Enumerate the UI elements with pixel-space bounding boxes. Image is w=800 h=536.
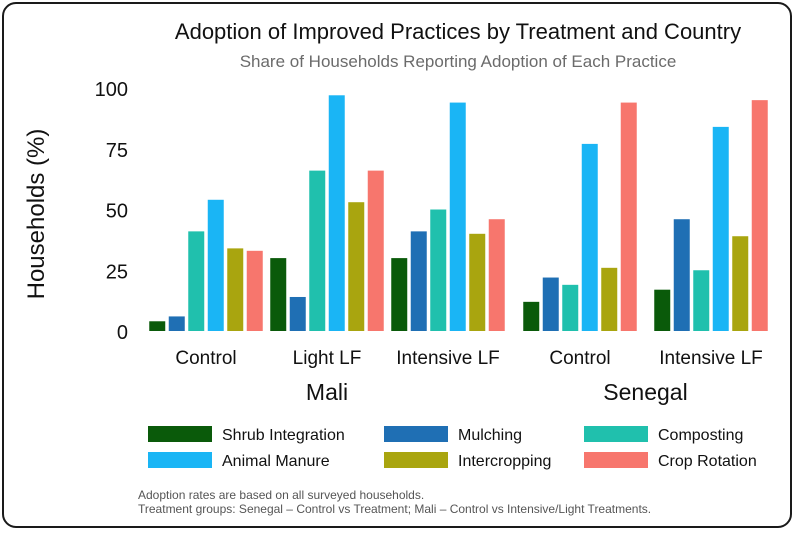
y-tick-label: 0 bbox=[117, 322, 128, 344]
y-tick-label: 25 bbox=[106, 261, 128, 283]
legend-swatch bbox=[148, 452, 212, 468]
bar bbox=[430, 209, 447, 331]
bar bbox=[601, 267, 618, 331]
bar bbox=[449, 102, 466, 331]
legend-label: Crop Rotation bbox=[658, 453, 757, 470]
bar bbox=[149, 321, 166, 331]
legend-label: Mulching bbox=[458, 427, 522, 444]
bar bbox=[732, 236, 749, 331]
country-labels: Mali Senegal bbox=[306, 379, 688, 405]
bar bbox=[581, 143, 598, 331]
footnote-1: Adoption rates are based on all surveyed… bbox=[138, 488, 424, 502]
bar bbox=[391, 258, 408, 331]
country-label: Mali bbox=[306, 379, 348, 405]
country-label: Senegal bbox=[603, 379, 687, 405]
legend-label: Shrub Integration bbox=[222, 427, 345, 444]
bar bbox=[712, 126, 729, 331]
y-axis-ticks: 0 25 50 75 100 bbox=[95, 79, 128, 344]
bar bbox=[620, 102, 637, 331]
legend-label: Composting bbox=[658, 427, 743, 444]
bar bbox=[751, 100, 768, 332]
bar bbox=[523, 301, 540, 331]
bar bbox=[469, 233, 486, 331]
legend: Shrub Integration Mulching Composting Anima… bbox=[148, 426, 757, 470]
chart-subtitle: Share of Households Reporting Adoption o… bbox=[240, 52, 677, 71]
bars bbox=[149, 95, 768, 332]
x-axis-ticks: Control Light LF Intensive LF Control Intens… bbox=[175, 348, 762, 369]
bar bbox=[488, 219, 505, 331]
bar bbox=[270, 258, 287, 331]
legend-swatch bbox=[584, 426, 648, 442]
y-axis-label: Households (%) bbox=[23, 129, 50, 300]
bar bbox=[654, 289, 671, 331]
legend-item: Composting bbox=[584, 426, 743, 444]
x-tick-label: Light LF bbox=[293, 348, 362, 369]
legend-item: Mulching bbox=[384, 426, 522, 444]
bar bbox=[227, 248, 244, 331]
bar bbox=[562, 284, 579, 331]
legend-swatch bbox=[384, 452, 448, 468]
x-tick-label: Control bbox=[549, 348, 610, 369]
x-tick-label: Control bbox=[175, 348, 236, 369]
bar bbox=[693, 270, 710, 331]
bar bbox=[410, 231, 427, 331]
legend-item: Intercropping bbox=[384, 452, 551, 470]
bar bbox=[367, 170, 384, 331]
y-tick-label: 75 bbox=[106, 140, 128, 162]
legend-swatch bbox=[584, 452, 648, 468]
legend-item: Animal Manure bbox=[148, 452, 330, 470]
legend-swatch bbox=[148, 426, 212, 442]
bar bbox=[309, 170, 326, 331]
footnote-2: Treatment groups: Senegal – Control vs T… bbox=[138, 502, 651, 516]
bar bbox=[207, 199, 224, 331]
y-tick-label: 100 bbox=[95, 79, 128, 101]
bar bbox=[289, 296, 306, 331]
x-tick-label: Intensive LF bbox=[659, 348, 763, 369]
bar bbox=[246, 250, 263, 331]
bar bbox=[542, 277, 559, 331]
bar bbox=[328, 95, 345, 331]
legend-swatch bbox=[384, 426, 448, 442]
x-tick-label: Intensive LF bbox=[396, 348, 500, 369]
legend-label: Animal Manure bbox=[222, 453, 330, 470]
bar bbox=[348, 202, 365, 331]
bar bbox=[188, 231, 205, 331]
bar bbox=[168, 316, 185, 331]
legend-item: Crop Rotation bbox=[584, 452, 757, 470]
bar bbox=[673, 219, 690, 331]
legend-label: Intercropping bbox=[458, 453, 551, 470]
y-tick-label: 50 bbox=[106, 201, 128, 223]
chart-title: Adoption of Improved Practices by Treatm… bbox=[175, 19, 741, 44]
legend-item: Shrub Integration bbox=[148, 426, 345, 444]
